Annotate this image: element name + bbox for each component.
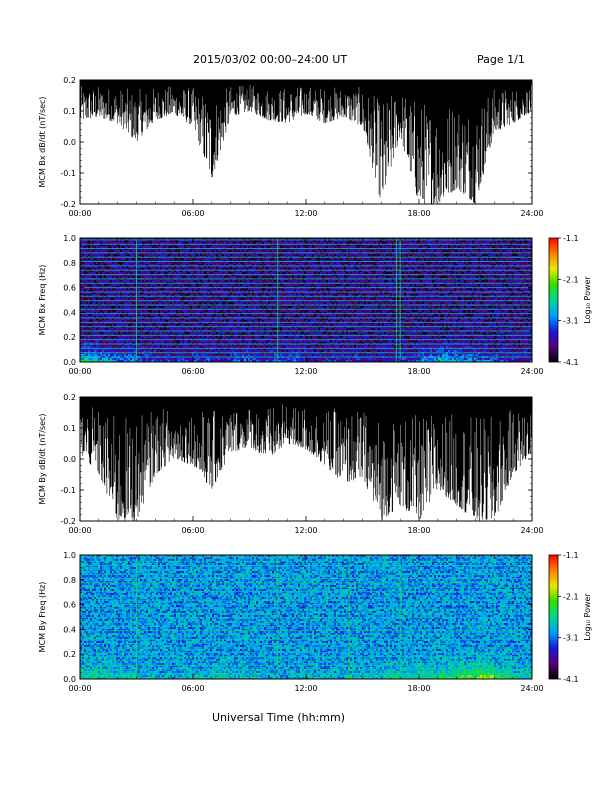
figure-title: 2015/03/02 00:00–24:00 UT xyxy=(193,53,347,66)
x-tick-label: 00:00 xyxy=(68,526,91,535)
panel-4: -1.1 -2.1 -3.1 -4.1 Log₁₀ Power 1.0 0.8 0.6 0.4 0… xyxy=(38,551,592,693)
y-axis-label: MCM Bx Freq (Hz) xyxy=(38,265,47,336)
panel-2: -1.1 -2.1 -3.1 -4.1 Log₁₀ Power 1.0 0.8 0.6 0.4 0… xyxy=(38,234,592,376)
x-tick-label: 24:00 xyxy=(520,209,543,218)
colorbar xyxy=(548,237,559,363)
colorbar-tick-label: -2.1 xyxy=(563,592,579,601)
y-tick-label: 0.4 xyxy=(63,308,76,317)
x-tick-label: 00:00 xyxy=(68,684,91,693)
colorbar-label: Log₁₀ Power xyxy=(583,276,592,324)
dbdt-trace xyxy=(80,397,532,521)
colorbar-tick-label: -2.1 xyxy=(563,275,579,284)
y-tick-label: 1.0 xyxy=(63,234,76,243)
y-axis-label: MCM Bx dB/dt (nT/sec) xyxy=(38,96,47,187)
x-tick-label: 06:00 xyxy=(181,367,204,376)
x-tick-label: 00:00 xyxy=(68,367,91,376)
x-tick-label: 24:00 xyxy=(520,367,543,376)
colorbar-tick-label: -4.1 xyxy=(563,675,579,684)
panel-1: 0.2 0.1 0.0 -0.1 -0.200:00 06:00 12:00 18:00 24:… xyxy=(38,76,544,218)
y-tick-label: -0.2 xyxy=(60,200,76,209)
y-tick-label: 0.4 xyxy=(63,625,76,634)
y-tick-label: -0.2 xyxy=(60,517,76,526)
panel-3: 0.2 0.1 0.0 -0.1 -0.200:00 06:00 12:00 18:00 24:… xyxy=(38,393,544,535)
y-tick-label: 0.0 xyxy=(63,675,76,684)
y-tick-label: -0.1 xyxy=(60,169,76,178)
x-tick-label: 00:00 xyxy=(68,209,91,218)
colorbar-tick-label: -4.1 xyxy=(563,358,579,367)
y-tick-label: -0.1 xyxy=(60,486,76,495)
x-tick-label: 12:00 xyxy=(294,209,317,218)
x-tick-label: 12:00 xyxy=(294,526,317,535)
x-tick-label: 06:00 xyxy=(181,209,204,218)
y-tick-label: 0.6 xyxy=(63,601,76,610)
x-tick-label: 12:00 xyxy=(294,684,317,693)
dbdt-trace xyxy=(80,80,532,204)
y-tick-label: 0.1 xyxy=(63,107,76,116)
y-tick-label: 0.8 xyxy=(63,259,76,268)
y-tick-label: 0.2 xyxy=(63,76,76,85)
y-tick-label: 0.2 xyxy=(63,333,76,342)
y-tick-label: 0.6 xyxy=(63,284,76,293)
y-tick-label: 0.2 xyxy=(63,393,76,402)
y-axis-label: MCM By Freq (Hz) xyxy=(38,582,47,653)
x-tick-label: 18:00 xyxy=(407,367,430,376)
colorbar-tick-label: -1.1 xyxy=(563,551,579,560)
x-tick-label: 12:00 xyxy=(294,367,317,376)
colorbar-tick-label: -1.1 xyxy=(563,234,579,243)
y-axis-label: MCM By dB/dt (nT/sec) xyxy=(38,413,47,504)
x-tick-label: 06:00 xyxy=(181,526,204,535)
colorbar-tick-label: -3.1 xyxy=(563,634,579,643)
x-tick-label: 18:00 xyxy=(407,684,430,693)
y-tick-label: 0.2 xyxy=(63,650,76,659)
y-tick-label: 0.8 xyxy=(63,576,76,585)
x-axis-title: Universal Time (hh:mm) xyxy=(212,711,345,724)
y-tick-label: 1.0 xyxy=(63,551,76,560)
x-tick-label: 24:00 xyxy=(520,526,543,535)
y-tick-label: 0.0 xyxy=(63,455,76,464)
x-tick-label: 18:00 xyxy=(407,526,430,535)
colorbar-label: Log₁₀ Power xyxy=(583,593,592,641)
x-tick-label: 06:00 xyxy=(181,684,204,693)
x-tick-label: 18:00 xyxy=(407,209,430,218)
colorbar xyxy=(548,554,559,680)
colorbar-tick-label: -3.1 xyxy=(563,317,579,326)
x-tick-label: 24:00 xyxy=(520,684,543,693)
y-tick-label: 0.0 xyxy=(63,358,76,367)
y-tick-label: 0.0 xyxy=(63,138,76,147)
page-number: Page 1/1 xyxy=(477,53,525,66)
y-tick-label: 0.1 xyxy=(63,424,76,433)
